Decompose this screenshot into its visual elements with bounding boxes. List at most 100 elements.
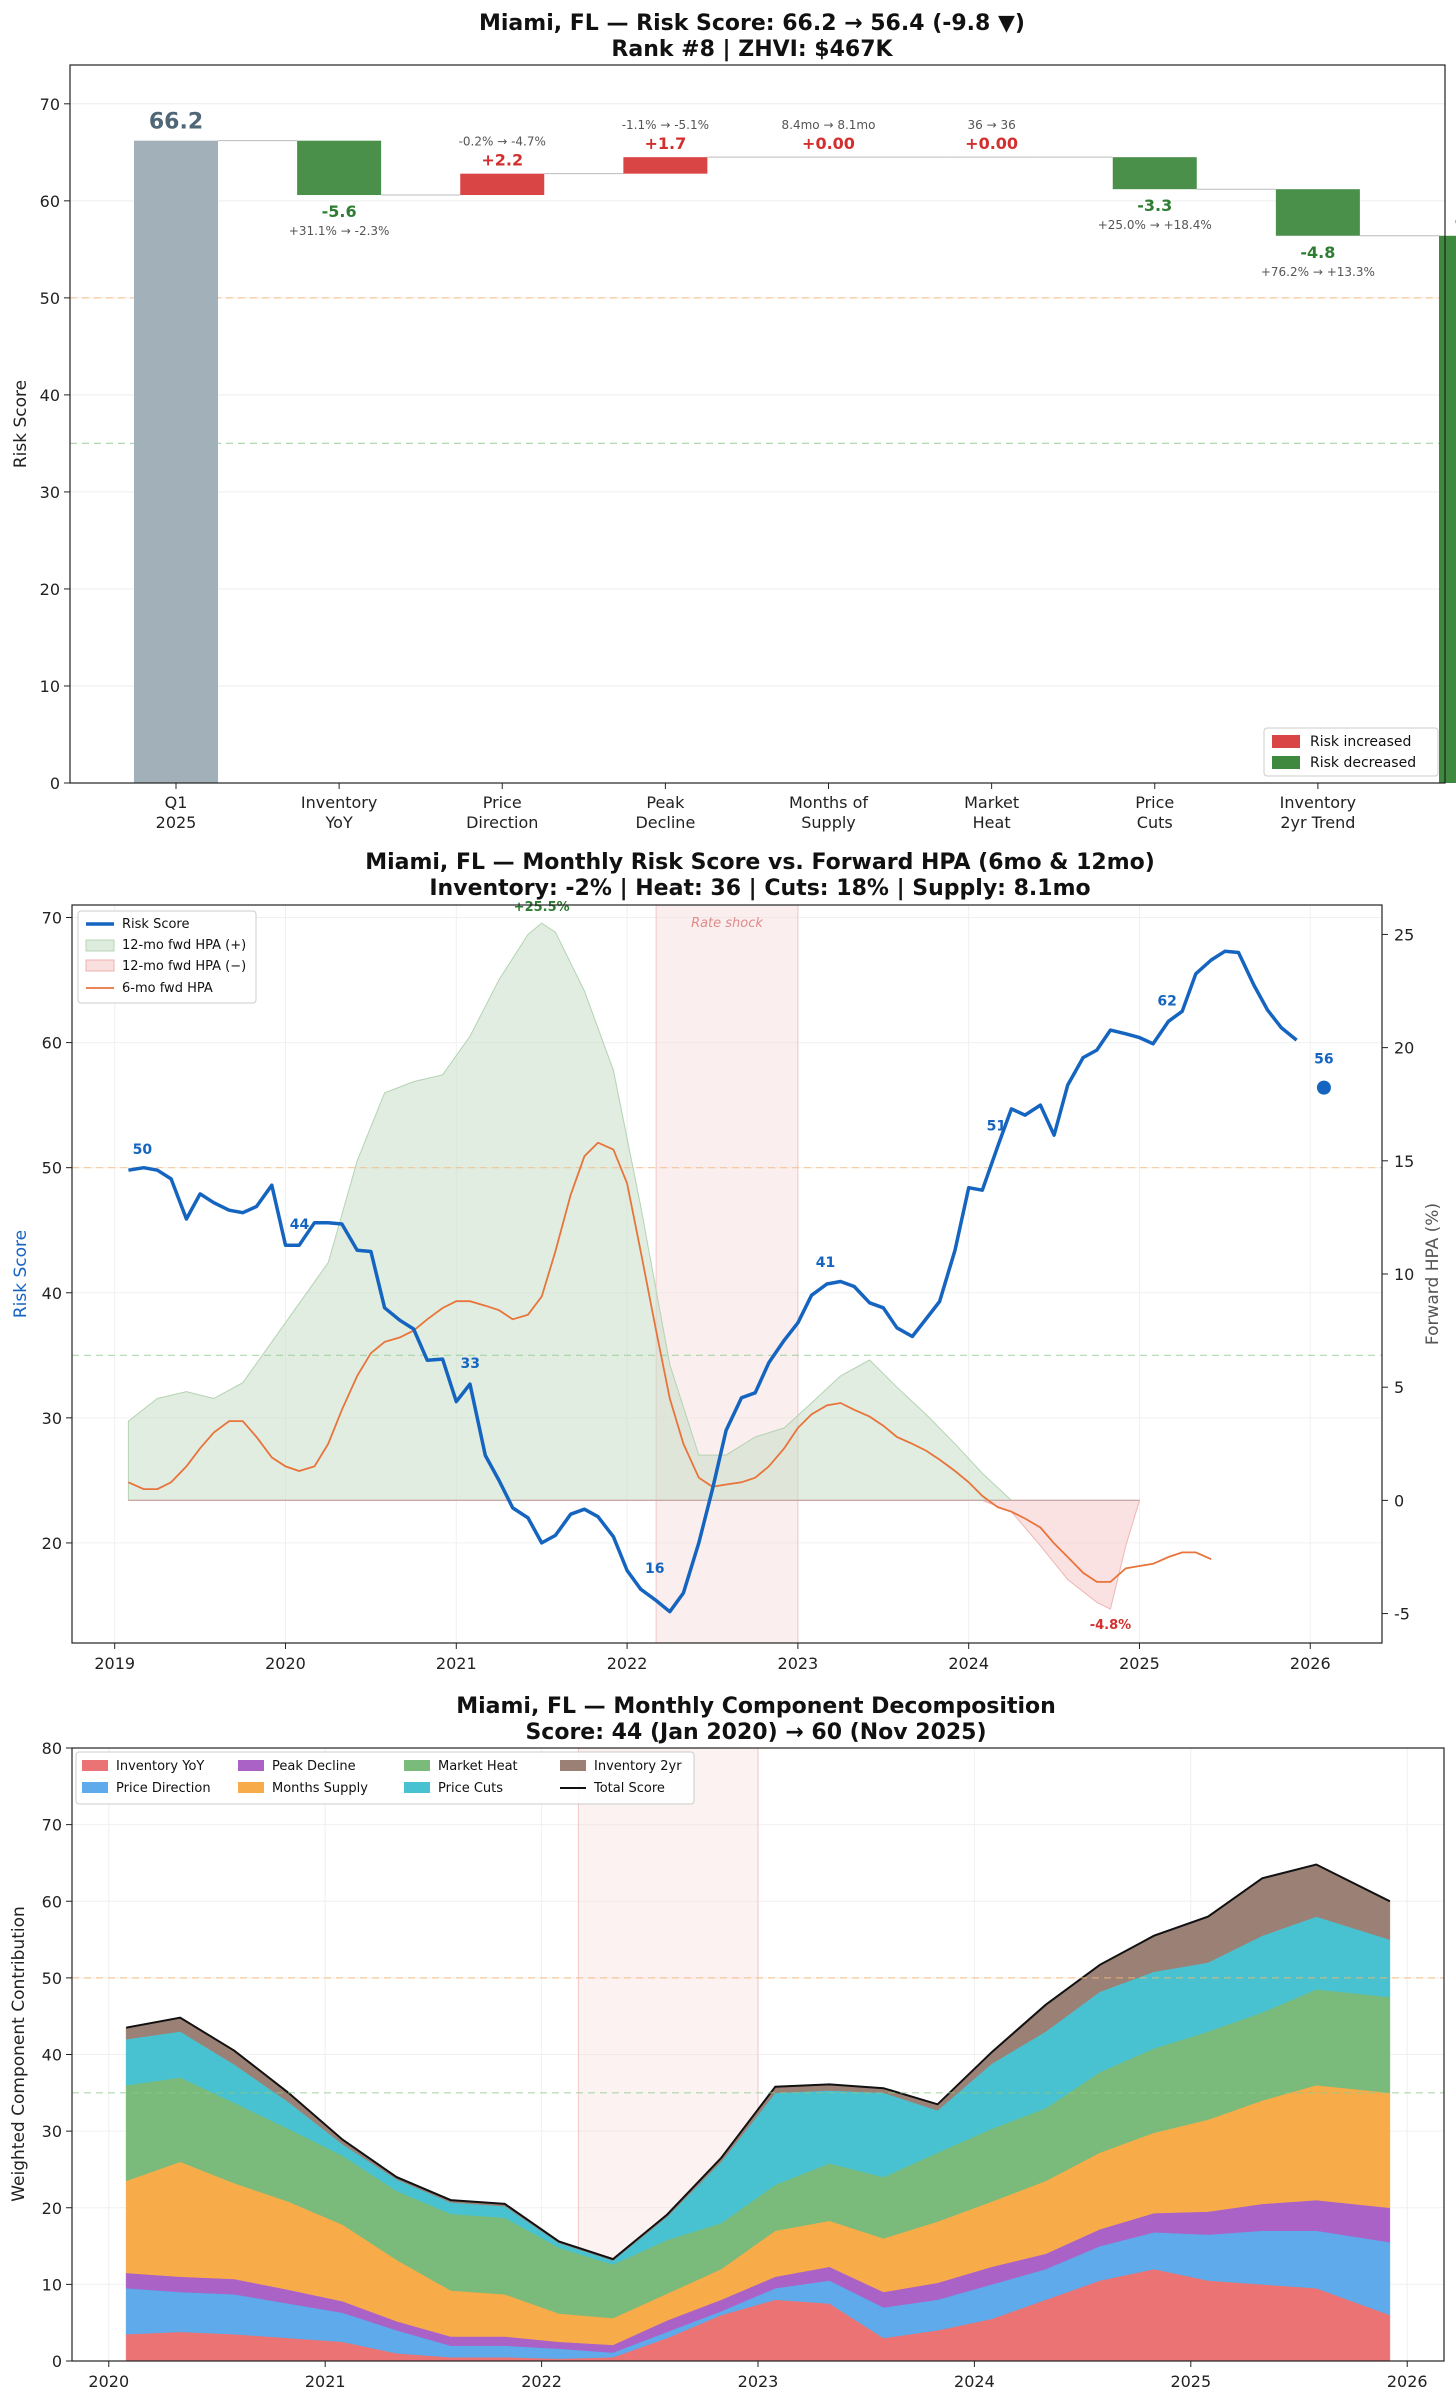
y2-tick-label: 25 bbox=[1394, 925, 1414, 944]
x-tick-label: Q1 bbox=[165, 793, 188, 812]
legend-box bbox=[1263, 727, 1439, 777]
legend-label: Peak Decline bbox=[272, 1759, 356, 1774]
y-tick-label: 10 bbox=[40, 677, 60, 696]
legend-label-hpa-6mo: 6-mo fwd HPA bbox=[122, 981, 213, 996]
y-tick-label: 40 bbox=[42, 1284, 62, 1303]
legend-swatch-decrease bbox=[1272, 756, 1300, 769]
bar-delta-label: +0.00 bbox=[802, 134, 855, 153]
x-tick-label: 2022 bbox=[521, 2372, 562, 2391]
y-tick-label: 70 bbox=[40, 95, 60, 114]
hpa-extreme-label: +25.5% bbox=[514, 900, 570, 915]
risk-hpa-chart: Miami, FL — Monthly Risk Score vs. Forwa… bbox=[11, 850, 1443, 1673]
y-tick-label: 0 bbox=[50, 774, 60, 793]
bar-delta-label: +2.2 bbox=[481, 151, 523, 170]
legend-swatch bbox=[82, 1760, 108, 1771]
y-tick-label: 10 bbox=[42, 2275, 62, 2294]
x-tick-label: Market bbox=[964, 793, 1019, 812]
x-tick-label: Decline bbox=[635, 813, 695, 832]
y-tick-label: 70 bbox=[42, 1816, 62, 1835]
waterfall-title: Miami, FL — Risk Score: 66.2 → 56.4 (-9.… bbox=[479, 11, 1025, 36]
y-tick-label: 0 bbox=[52, 2352, 62, 2371]
total-score-line bbox=[125, 1863, 1391, 2261]
y2-tick-label: -5 bbox=[1394, 1605, 1410, 1624]
bar-delta-detail: 36 → 36 bbox=[968, 118, 1016, 132]
hpa-extreme-label: -4.8% bbox=[1090, 1618, 1131, 1633]
y-tick-label: 80 bbox=[42, 1739, 62, 1758]
legend-label: Months Supply bbox=[272, 1781, 368, 1796]
y-tick-label: 50 bbox=[42, 1969, 62, 1988]
x-tick-label: 2020 bbox=[88, 2372, 129, 2391]
risk-score-annotation: 50 bbox=[133, 1142, 153, 1158]
waterfall-x-ticks: Q12025InventoryYoYPriceDirectionPeakDecl… bbox=[156, 783, 1356, 832]
bar-delta-detail: +31.1% → -2.3% bbox=[289, 224, 390, 238]
bar-delta-label: -4.8 bbox=[1300, 243, 1335, 262]
legend-swatch bbox=[82, 1782, 108, 1793]
x-tick-label: 2yr Trend bbox=[1280, 813, 1355, 832]
y2-tick-label: 10 bbox=[1394, 1265, 1414, 1284]
decomposition-chart: Miami, FL — Monthly Component Decomposit… bbox=[9, 1694, 1445, 2391]
legend-swatch bbox=[404, 1782, 430, 1793]
x-tick-label: 2020 bbox=[265, 1654, 306, 1673]
legend-swatch-hpa-positive bbox=[85, 939, 115, 952]
bar-delta-label: -5.6 bbox=[322, 202, 357, 221]
x-tick-label: 2023 bbox=[778, 1654, 819, 1673]
legend-label: Total Score bbox=[593, 1781, 665, 1796]
bar-start-label: 66.2 bbox=[149, 110, 203, 135]
x-tick-label: 2025 bbox=[1119, 1654, 1160, 1673]
hpa-6mo-line bbox=[128, 1141, 1212, 1583]
risk-hpa-series: Rate shock +25.5% -4.8% 56 50 44 33 16 41 51 62 bbox=[72, 900, 1382, 1644]
x-tick-label: 2024 bbox=[954, 2372, 995, 2391]
bar-start bbox=[134, 140, 218, 783]
waterfall-y-ticks: 0 10 20 30 40 50 60 70 bbox=[40, 95, 70, 793]
legend-label-increase: Risk increased bbox=[1310, 734, 1411, 750]
y-tick-label: 60 bbox=[42, 1034, 62, 1053]
decomposition-legend: Inventory YoY Price Direction Peak Decline… bbox=[75, 1751, 695, 1805]
x-tick-label: 2022 bbox=[607, 1654, 648, 1673]
legend-label-risk-score: Risk Score bbox=[122, 917, 190, 932]
y-tick-label: 20 bbox=[42, 1534, 62, 1553]
y-tick-label: 50 bbox=[40, 289, 60, 308]
legend-label: Inventory YoY bbox=[116, 1759, 204, 1774]
risk-hpa-y-axis-label: Risk Score bbox=[11, 1230, 31, 1318]
decomposition-ticks: 2020 2021 2022 2023 2024 2025 2026 0 10 20 30 40 50 6… bbox=[42, 1739, 1428, 2391]
bar-delta-label: +0.00 bbox=[965, 134, 1018, 153]
y-tick-label: 60 bbox=[42, 1892, 62, 1911]
y2-tick-label: 15 bbox=[1394, 1152, 1414, 1171]
y-tick-label: 50 bbox=[42, 1159, 62, 1178]
waterfall-gridlines bbox=[70, 103, 1445, 784]
decomposition-areas bbox=[72, 1747, 1444, 2362]
y2-tick-label: 5 bbox=[1394, 1378, 1404, 1397]
risk-hpa-title: Miami, FL — Monthly Risk Score vs. Forwa… bbox=[365, 850, 1155, 875]
risk-hpa-ticks: 2019 2020 2021 2022 2023 2024 2025 202620304050… bbox=[42, 909, 1415, 1673]
x-tick-label: Supply bbox=[801, 813, 856, 832]
decomposition-y-axis-label: Weighted Component Contribution bbox=[9, 1906, 29, 2202]
risk-score-annotation: 33 bbox=[461, 1356, 480, 1372]
risk-score-annotation: 62 bbox=[1157, 993, 1176, 1009]
legend-label: Price Direction bbox=[116, 1781, 211, 1796]
y-tick-label: 20 bbox=[42, 2199, 62, 2218]
risk-score-annotation: 51 bbox=[987, 1118, 1006, 1134]
risk-score-latest-label: 56 bbox=[1314, 1052, 1333, 1068]
x-tick-label: 2025 bbox=[1170, 2372, 1211, 2391]
bar-end bbox=[1439, 235, 1456, 783]
x-tick-label: Peak bbox=[646, 793, 685, 812]
x-tick-label: Price bbox=[483, 793, 522, 812]
bar-delta-detail: -1.1% → -5.1% bbox=[622, 118, 709, 132]
waterfall-plot-frame bbox=[69, 64, 1446, 784]
y-tick-label: 20 bbox=[40, 580, 60, 599]
bar-delta-detail: 8.4mo → 8.1mo bbox=[782, 118, 876, 132]
legend-label: Price Cuts bbox=[438, 1781, 503, 1796]
hpa-12mo-positive-area bbox=[127, 922, 1140, 1501]
x-tick-label: 2025 bbox=[156, 813, 197, 832]
bar-delta-label: +1.7 bbox=[645, 134, 687, 153]
y-tick-label: 60 bbox=[40, 192, 60, 211]
bar-delta bbox=[297, 140, 382, 196]
x-tick-label: Heat bbox=[973, 813, 1011, 832]
rate-shock-band bbox=[655, 904, 799, 1644]
y-tick-label: 40 bbox=[40, 386, 60, 405]
bar-delta-detail: +25.0% → +18.4% bbox=[1098, 218, 1212, 232]
legend-swatch bbox=[560, 1760, 586, 1771]
legend-label-hpa-negative: 12-mo fwd HPA (−) bbox=[122, 959, 246, 974]
legend-label-decrease: Risk decreased bbox=[1310, 755, 1416, 771]
